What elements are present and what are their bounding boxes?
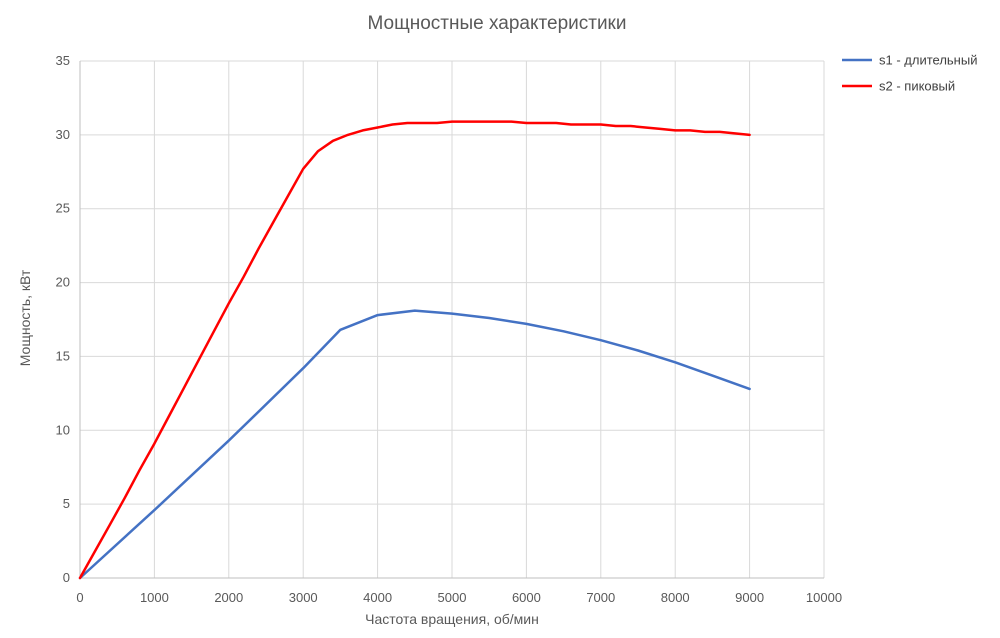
x-tick-label: 0 (76, 590, 83, 605)
x-tick-label: 6000 (512, 590, 541, 605)
y-tick-label: 20 (56, 275, 70, 290)
y-tick-label: 5 (63, 496, 70, 511)
y-tick-label: 10 (56, 422, 70, 437)
legend: s1 - длительный s2 - пиковый (842, 53, 977, 94)
series (78, 120, 751, 580)
chart-title: Мощностные характеристики (368, 13, 627, 34)
y-tick-label: 35 (56, 53, 70, 68)
y-tick-label: 0 (63, 570, 70, 585)
y-tick-label: 15 (56, 348, 70, 363)
series-line-1 (78, 309, 751, 580)
x-tick-label: 5000 (438, 590, 467, 605)
axes (79, 61, 824, 579)
legend-label-2: s2 - пиковый (879, 79, 955, 94)
x-axis-label: Частота вращения, об/мин (365, 611, 539, 627)
legend-label-1: s1 - длительный (879, 53, 977, 68)
x-tick-label: 2000 (214, 590, 243, 605)
tick-labels: 0 1000 2000 3000 4000 5000 6000 7000 8000 9000 100… (56, 53, 843, 605)
y-tick-label: 25 (56, 201, 70, 216)
x-tick-label: 8000 (661, 590, 690, 605)
x-tick-label: 1000 (140, 590, 169, 605)
x-tick-label: 10000 (806, 590, 842, 605)
y-tick-label: 30 (56, 127, 70, 142)
y-axis-label: Мощность, кВт (17, 269, 33, 366)
x-tick-label: 9000 (735, 590, 764, 605)
x-tick-label: 4000 (363, 590, 392, 605)
x-tick-label: 7000 (586, 590, 615, 605)
grid (80, 60, 825, 578)
series-line-2 (78, 120, 751, 580)
x-tick-label: 3000 (289, 590, 318, 605)
